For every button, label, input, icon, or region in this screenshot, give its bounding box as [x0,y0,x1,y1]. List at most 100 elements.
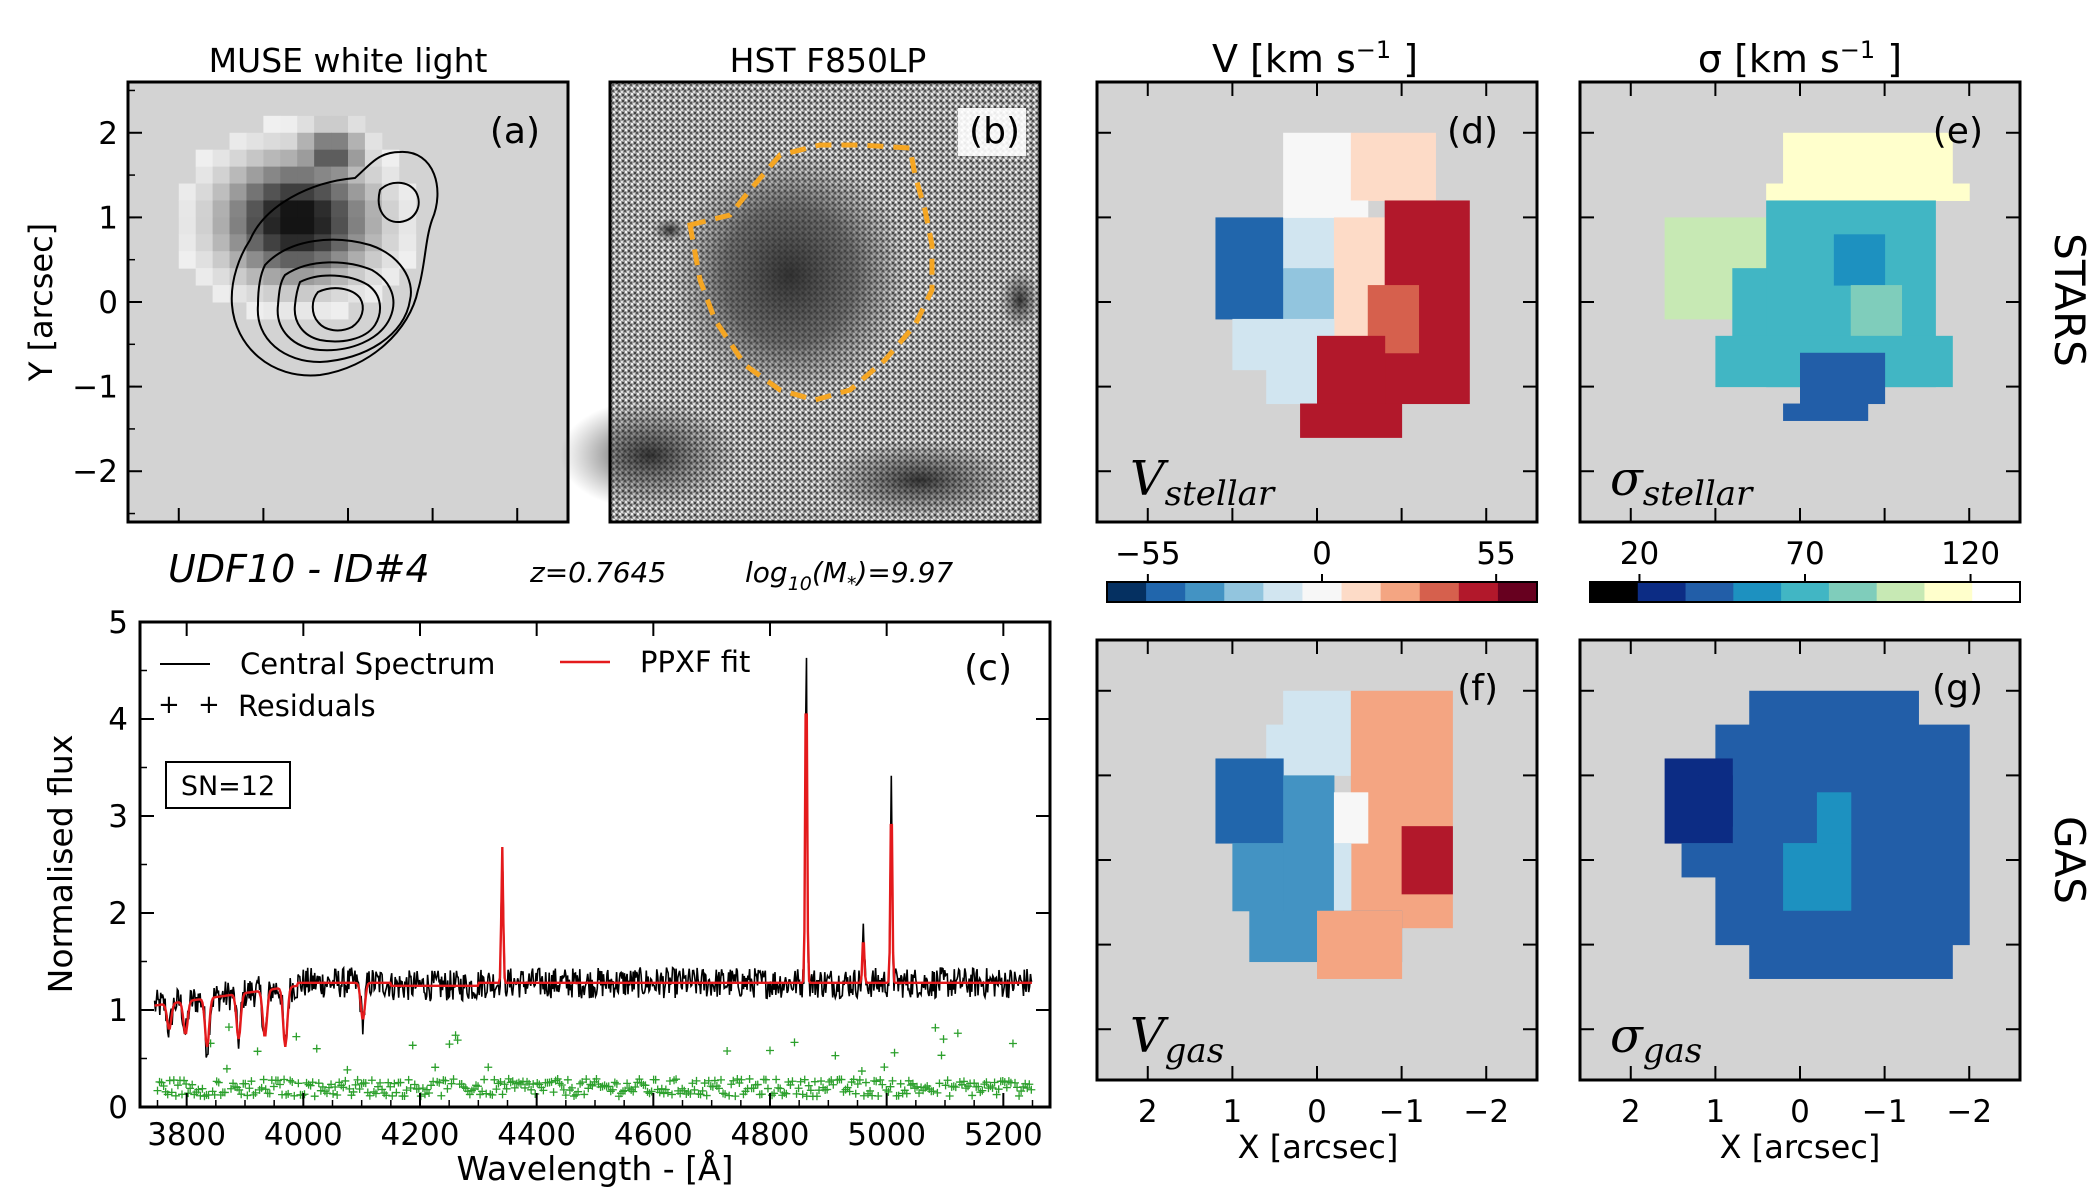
map-bin [1783,403,1869,421]
residual-point [247,1077,256,1086]
colorbar-tick-label: 20 [1620,536,1659,572]
residual-point [314,1079,323,1088]
muse-pixel [178,251,197,269]
muse-pixel [348,200,366,218]
residual-point [990,1078,999,1087]
muse-pixel [297,149,315,168]
residual-point [531,1090,540,1098]
residual-point [159,1082,168,1091]
muse-pixel [280,302,298,320]
residual-point [474,1082,483,1091]
muse-pixel [263,183,281,201]
residual-point [959,1077,968,1086]
residual-point [261,1085,270,1094]
residual-point [329,1089,338,1098]
residual-point [745,1074,754,1083]
sn-label: SN=12 [181,771,275,802]
muse-pixel [195,166,214,185]
residual-point [604,1082,613,1091]
residual-point [935,1079,944,1088]
residual-point [402,1086,411,1095]
muse-pixel [195,251,214,269]
muse-pixel [280,285,298,303]
muse-pixel [246,149,264,168]
map-bin [1333,792,1369,844]
muse-pixel [364,217,383,235]
residual-point [621,1086,630,1095]
residual-point [214,1078,223,1087]
muse-pixel [246,217,264,235]
muse-pixel [314,268,332,286]
residual-point [310,1092,319,1101]
residual-point [763,1084,772,1093]
residual-point [406,1083,415,1092]
residual-point [480,1075,489,1084]
residual-point [400,1092,409,1101]
residual-point [880,1063,889,1072]
map-bin [1215,217,1284,320]
residual-point [341,1076,350,1085]
residual-point [772,1075,781,1084]
ppxf-fit-line [154,713,1032,1048]
title-b: HST F850LP [730,41,927,80]
y-tick-label: 2 [98,116,118,152]
residual-point [939,1035,948,1044]
muse-pixel [331,183,349,201]
residual-point [288,1078,297,1087]
residual-point [612,1079,621,1088]
muse-pixel [263,166,281,185]
x-axis-label-g: X [arcsec] [1720,1128,1881,1166]
muse-pixel [263,302,281,320]
residual-point [902,1089,911,1098]
colorbar-tick-label: 70 [1785,536,1824,572]
muse-pixel [314,217,332,235]
legend-resid-marker2: + [198,690,220,720]
residual-point [308,1078,317,1087]
muse-pixel [229,217,247,235]
colorbar-tick-label: −55 [1115,536,1180,572]
residual-point [339,1083,348,1092]
spec-y-tick-label: 1 [108,993,128,1029]
residual-point [300,1090,309,1099]
residual-point [171,1091,180,1100]
residual-point [782,1089,791,1098]
colorbar-segment [1107,582,1147,602]
y-tick-label: −1 [72,370,118,406]
residual-point [647,1087,656,1096]
muse-pixel [246,166,264,185]
map-bin [1401,826,1453,895]
residual-point [974,1082,983,1091]
residual-point [812,1092,821,1101]
residual-point [888,1076,897,1085]
residual-point [702,1091,711,1100]
residual-point [729,1076,738,1085]
muse-pixel [280,132,298,151]
residual-point [318,1082,327,1091]
colorbar-segment [1263,582,1303,602]
stellar-mass: log10(M*)=9.97 [745,556,953,595]
panel-label-e: (e) [1933,111,1983,152]
residual-point [1025,1080,1034,1089]
muse-pixel [212,166,231,185]
residual-point [163,1090,172,1099]
residual-point [227,1084,235,1093]
muse-pixel [348,115,366,134]
spec-x-tick-label: 4200 [381,1117,460,1153]
map-bin [1749,690,1919,726]
muse-pixel [229,251,247,269]
map-bin [1333,843,1352,912]
muse-pixel [297,302,315,320]
map-bin [1816,792,1852,844]
colorbar-segment [1302,582,1343,602]
residual-point [690,1085,699,1094]
residual-point [294,1079,303,1088]
residual-point [804,1081,813,1090]
residual-point [361,1079,370,1088]
residual-point [1015,1091,1024,1100]
residual-point [410,1080,419,1089]
residual-point [686,1089,695,1098]
muse-pixel [381,251,400,269]
residual-point [853,1079,862,1088]
residual-point [251,1088,260,1097]
muse-pixel [398,200,417,218]
